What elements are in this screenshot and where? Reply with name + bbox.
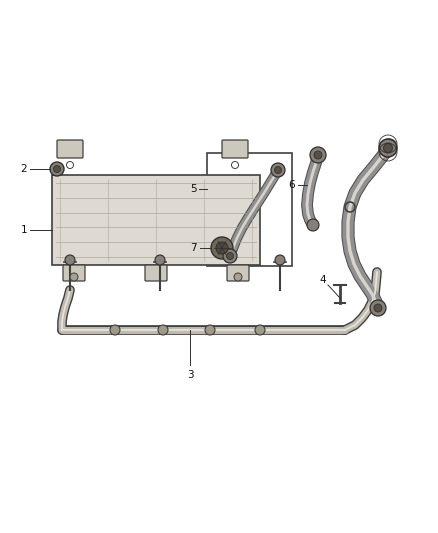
- FancyBboxPatch shape: [57, 140, 83, 158]
- Text: 2: 2: [21, 164, 27, 174]
- Bar: [207, 153, 292, 266]
- Text: 5: 5: [191, 184, 197, 194]
- Circle shape: [65, 255, 75, 265]
- Circle shape: [155, 255, 165, 265]
- Circle shape: [275, 166, 282, 174]
- Circle shape: [310, 147, 326, 163]
- Text: 6: 6: [288, 180, 295, 190]
- Circle shape: [216, 242, 228, 254]
- Circle shape: [370, 300, 386, 316]
- Circle shape: [234, 273, 242, 281]
- Circle shape: [271, 163, 285, 177]
- FancyBboxPatch shape: [227, 265, 249, 281]
- Circle shape: [226, 253, 233, 260]
- Circle shape: [211, 237, 233, 259]
- Circle shape: [158, 325, 168, 335]
- Text: 3: 3: [187, 370, 193, 380]
- Circle shape: [223, 249, 237, 263]
- Circle shape: [67, 161, 74, 168]
- Circle shape: [205, 325, 215, 335]
- Circle shape: [53, 166, 60, 173]
- Circle shape: [70, 273, 78, 281]
- Circle shape: [255, 325, 265, 335]
- Circle shape: [232, 161, 239, 168]
- Circle shape: [314, 151, 322, 159]
- Bar: [52, 175, 260, 265]
- Circle shape: [50, 162, 64, 176]
- FancyBboxPatch shape: [145, 265, 167, 281]
- Text: 7: 7: [191, 243, 197, 253]
- Text: 1: 1: [21, 225, 27, 235]
- Text: 4: 4: [320, 275, 326, 285]
- Circle shape: [307, 219, 319, 231]
- Circle shape: [110, 325, 120, 335]
- Circle shape: [275, 255, 285, 265]
- FancyBboxPatch shape: [63, 265, 85, 281]
- Circle shape: [374, 304, 382, 312]
- Circle shape: [379, 139, 397, 157]
- FancyBboxPatch shape: [222, 140, 248, 158]
- Circle shape: [384, 143, 392, 152]
